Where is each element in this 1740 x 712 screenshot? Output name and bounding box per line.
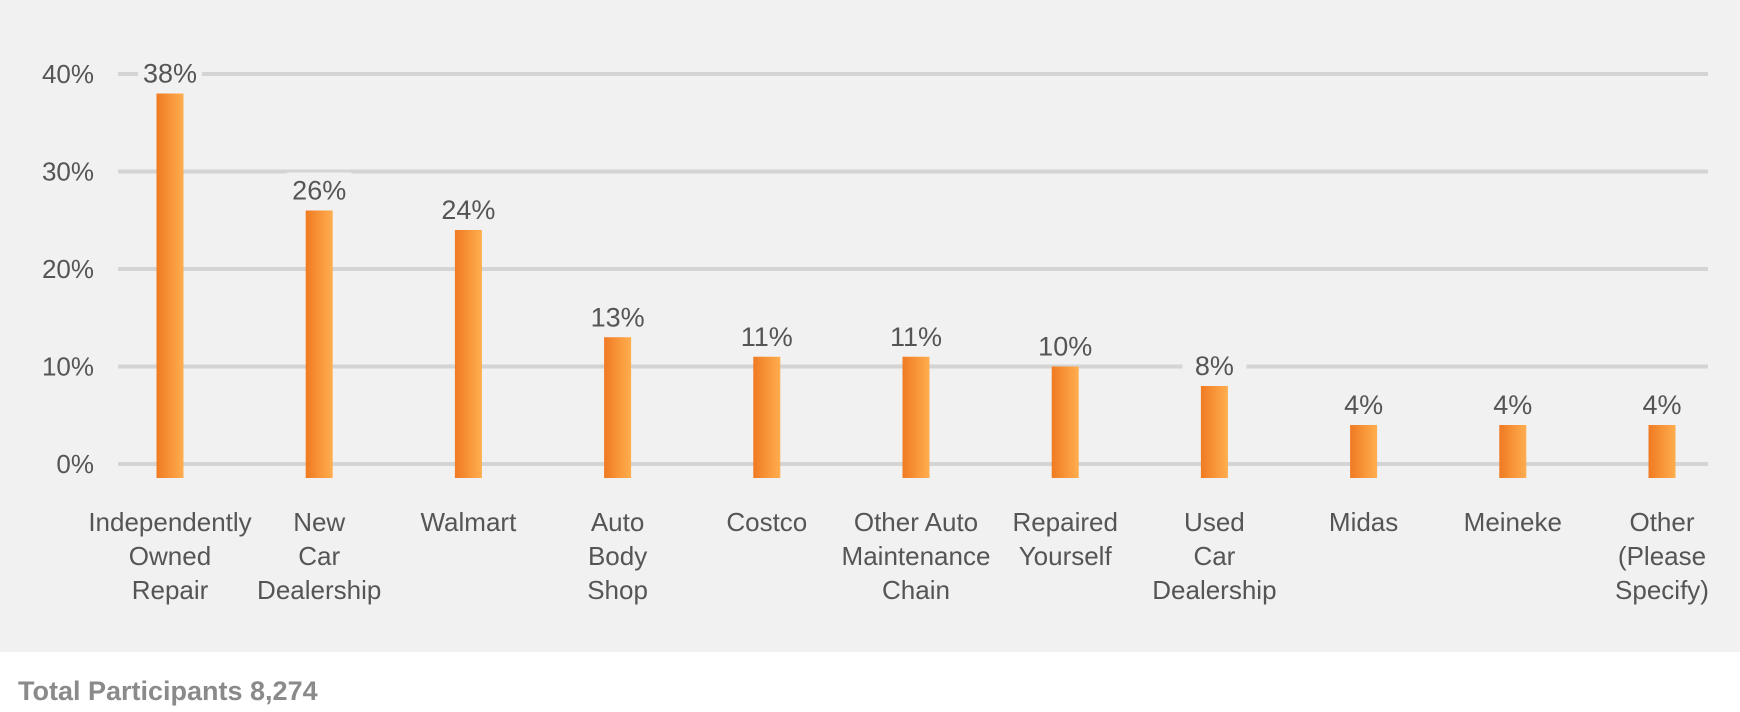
- category-label-line: Maintenance: [842, 541, 991, 571]
- category-label-line: Dealership: [257, 575, 381, 605]
- data-label-background: [884, 318, 948, 351]
- category-label-line: Used: [1184, 507, 1245, 537]
- category-label: Meineke: [1464, 507, 1562, 537]
- category-label: Walmart: [420, 507, 517, 537]
- bars: [156, 93, 1676, 478]
- chart-panel: 0% 10% 20% 30% 40% 38% 26% 24% 13% 11% 11% 10% 8% 4%…: [0, 0, 1740, 652]
- bar: [1200, 386, 1228, 478]
- bar: [454, 230, 482, 478]
- category-label-line: Car: [298, 541, 340, 571]
- total-participants-note: Total Participants 8,274: [18, 676, 318, 706]
- data-label-background: [1182, 348, 1247, 380]
- category-label-line: Costco: [726, 507, 807, 537]
- category-label-line: Owned: [129, 541, 211, 571]
- data-label: 4%: [1493, 390, 1532, 420]
- data-label: 13%: [591, 302, 645, 332]
- data-label-background: [1480, 387, 1545, 419]
- category-label-line: Repaired: [1012, 507, 1118, 537]
- data-label: 4%: [1642, 390, 1681, 420]
- bar: [902, 356, 930, 478]
- data-label-background: [287, 172, 352, 205]
- y-tick-label: 20%: [42, 254, 94, 284]
- category-label: New Car Dealership: [257, 507, 381, 605]
- category-label-line: (Please: [1618, 541, 1706, 571]
- category-label-line: Yourself: [1019, 541, 1113, 571]
- data-label: 8%: [1195, 351, 1234, 381]
- category-label-line: Dealership: [1152, 575, 1276, 605]
- category-label: Other Auto Maintenance Chain: [842, 507, 991, 605]
- y-tick-label: 10%: [42, 352, 94, 382]
- bar: [1350, 425, 1378, 478]
- bar: [753, 356, 781, 478]
- category-label-line: Auto: [591, 507, 645, 537]
- y-tick-label: 0%: [56, 449, 94, 479]
- data-label: 10%: [1038, 332, 1092, 362]
- bar-chart: 0% 10% 20% 30% 40% 38% 26% 24% 13% 11% 11% 10% 8% 4%…: [41, 55, 1709, 605]
- data-label-background: [138, 55, 202, 88]
- category-label-line: Midas: [1329, 507, 1398, 537]
- category-label-line: Repair: [132, 575, 209, 605]
- category-label: Independently Owned Repair: [88, 507, 251, 605]
- category-label: Repaired Yourself: [1012, 507, 1118, 571]
- bar: [1648, 425, 1676, 478]
- y-axis-tick-labels: 0% 10% 20% 30% 40%: [42, 59, 94, 479]
- data-label: 24%: [441, 195, 495, 225]
- category-label-line: Shop: [587, 575, 648, 605]
- data-label: 38%: [143, 59, 197, 89]
- category-label: Midas: [1329, 507, 1398, 537]
- category-labels: Independently Owned Repair New Car Dealership…: [88, 507, 1709, 605]
- data-label: 11%: [741, 322, 793, 352]
- category-label-line: New: [293, 507, 345, 537]
- data-label-background: [585, 299, 650, 332]
- category-label-line: Other Auto: [854, 507, 978, 537]
- category-label-line: Walmart: [420, 507, 517, 537]
- category-label-line: Specify): [1615, 575, 1709, 605]
- category-label-line: Body: [588, 541, 647, 571]
- data-label-background: [1033, 328, 1098, 361]
- bar: [604, 337, 632, 478]
- category-label-line: Independently: [88, 507, 251, 537]
- category-label: Other (Please Specify): [1615, 507, 1709, 605]
- bar: [156, 93, 184, 478]
- category-label: Auto Body Shop: [587, 507, 648, 605]
- data-label: 4%: [1344, 390, 1383, 420]
- bar: [305, 210, 333, 478]
- category-label: Used Car Dealership: [1152, 507, 1276, 605]
- data-label: 11%: [890, 322, 942, 352]
- category-label: Costco: [726, 507, 807, 537]
- y-tick-label: 40%: [42, 59, 94, 89]
- data-label-background: [734, 318, 799, 351]
- bar: [1051, 366, 1079, 478]
- category-label-line: Other: [1629, 507, 1694, 537]
- gridlines: [118, 72, 1708, 466]
- data-labels: 38% 26% 24% 13% 11% 11% 10% 8% 4% 4% 4%: [138, 55, 1694, 420]
- bar: [1499, 425, 1527, 478]
- data-label-background: [1331, 387, 1396, 419]
- data-label-background: [1630, 387, 1694, 419]
- category-label-line: Meineke: [1464, 507, 1562, 537]
- y-tick-label: 30%: [42, 157, 94, 187]
- category-label-line: Chain: [882, 575, 950, 605]
- data-label: 26%: [292, 176, 346, 206]
- category-label-line: Car: [1193, 541, 1235, 571]
- data-label-background: [436, 192, 501, 224]
